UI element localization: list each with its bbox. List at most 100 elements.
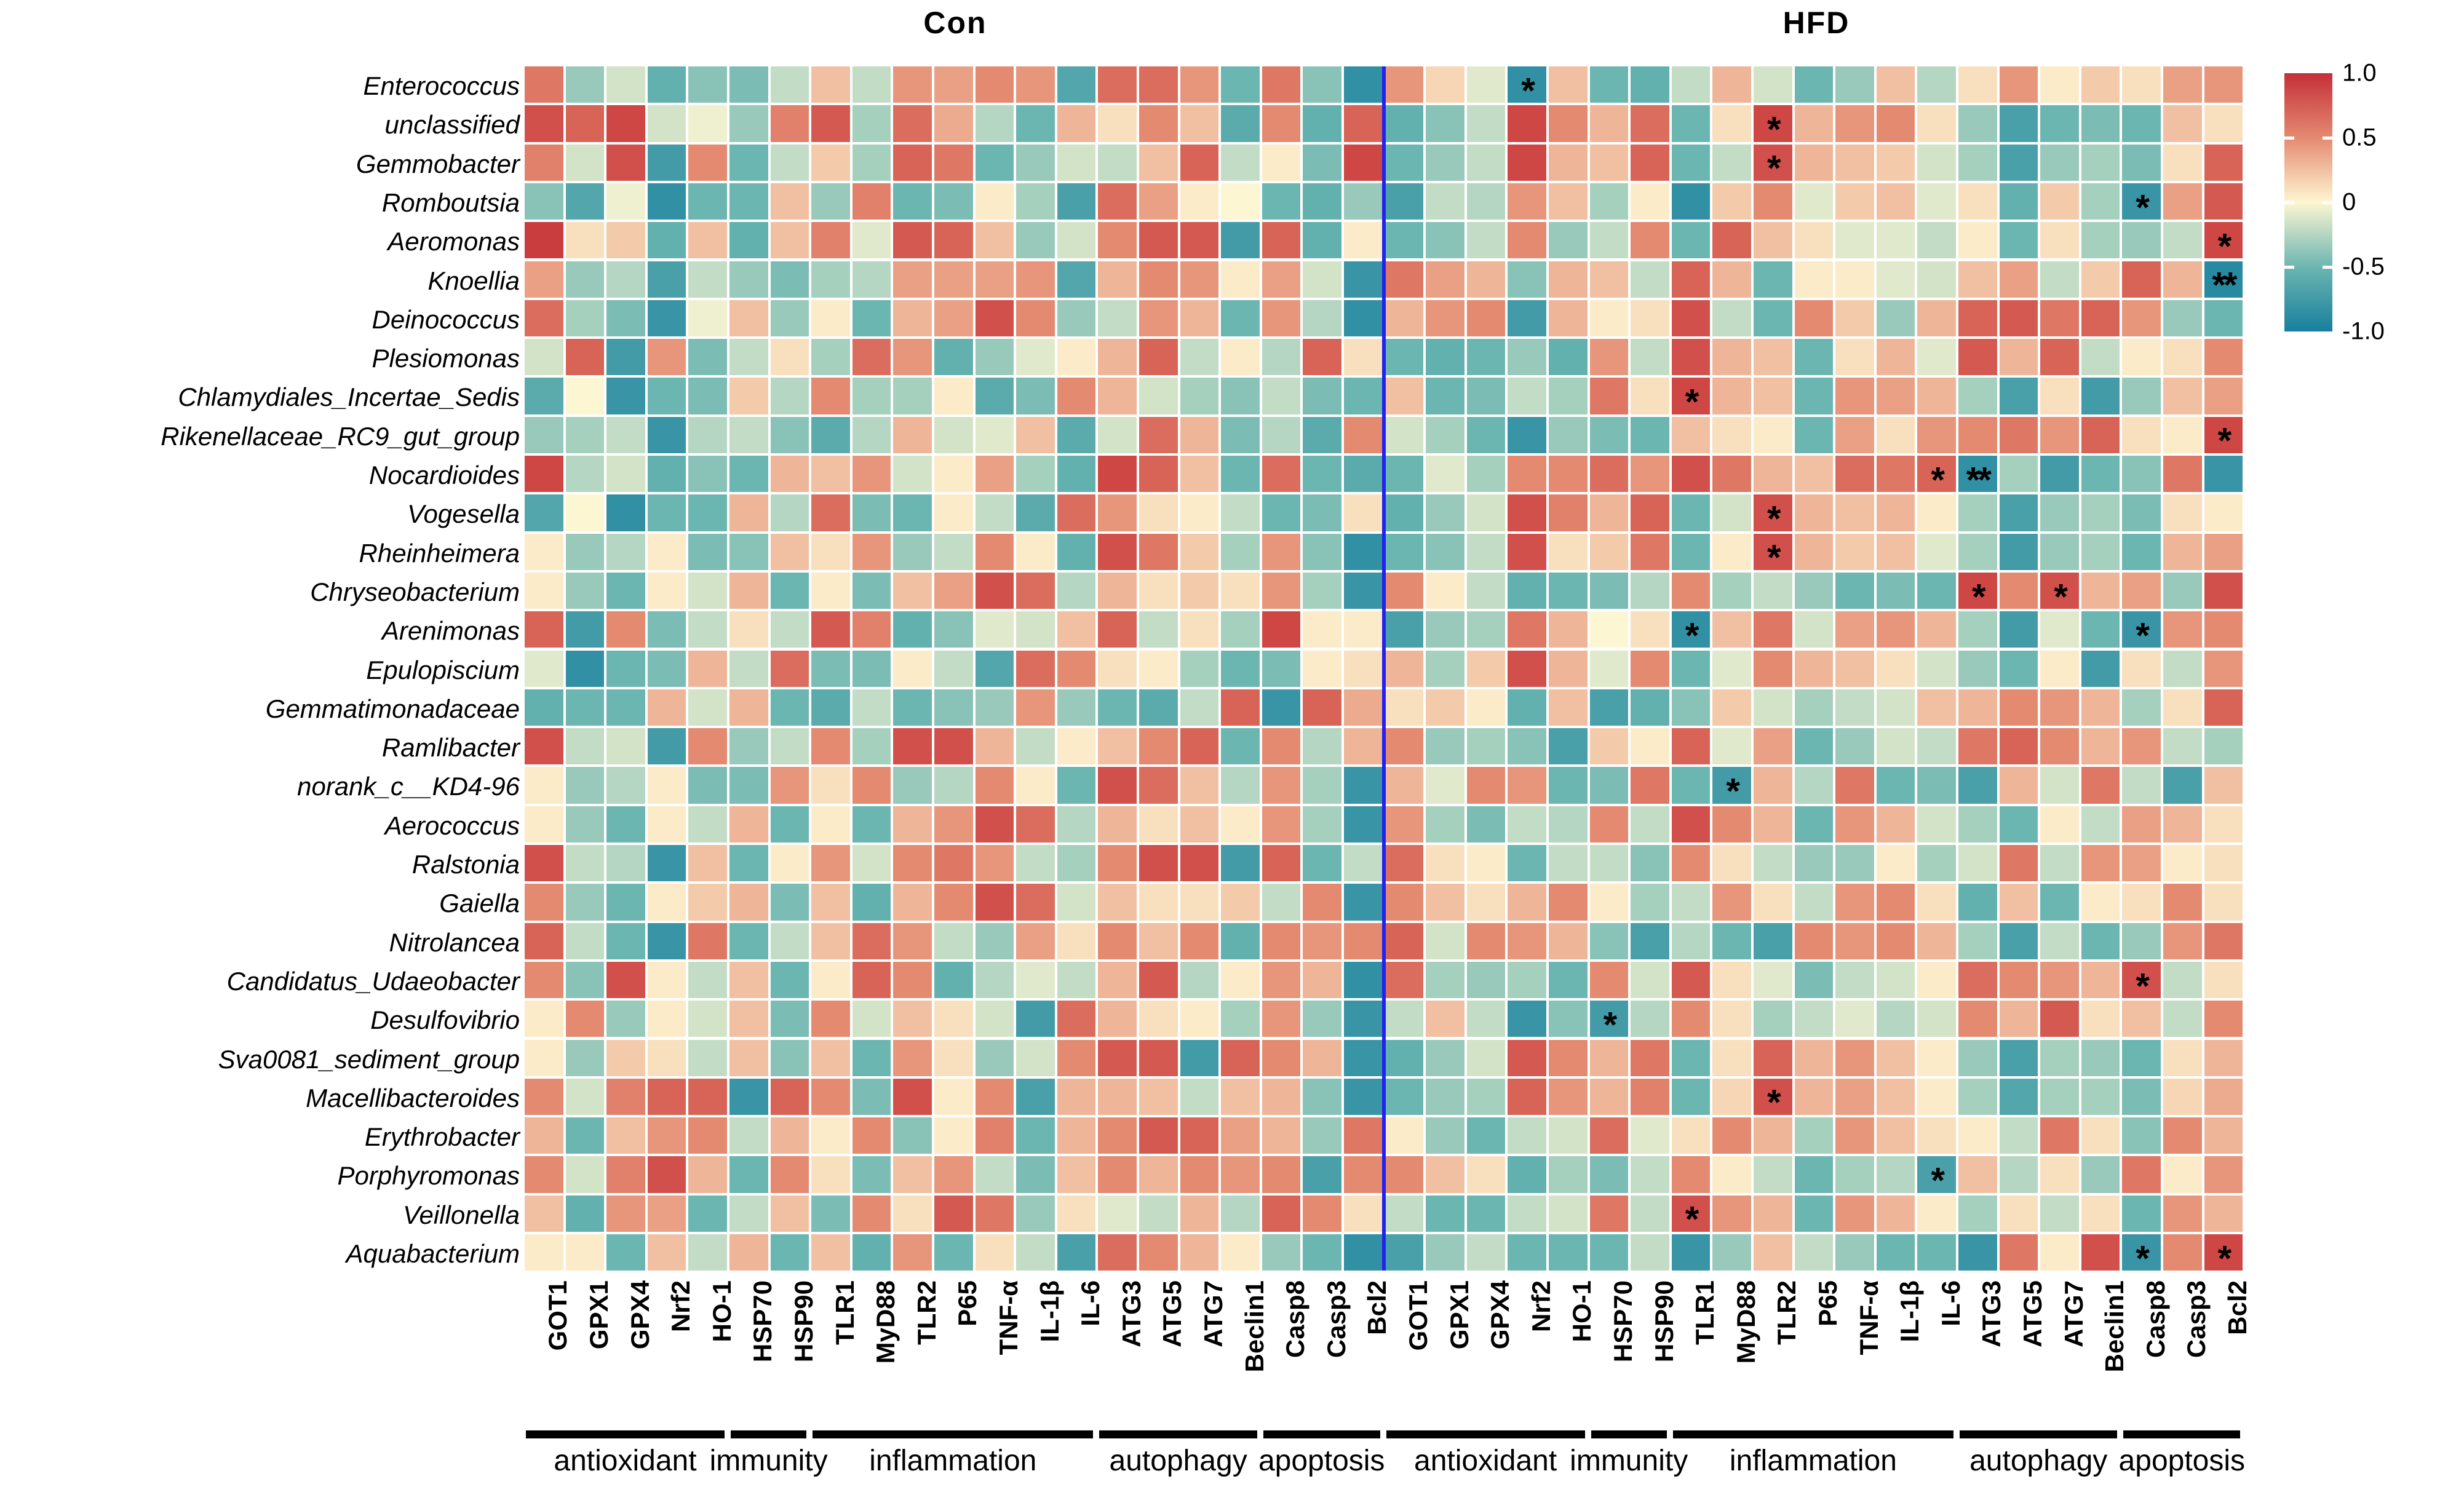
heatmap-cell: [1917, 611, 1956, 648]
heatmap-cell: [1508, 105, 1546, 142]
heatmap-cell: [1385, 1117, 1424, 1154]
heatmap-cell: [688, 806, 727, 843]
heatmap-cell: [975, 961, 1014, 999]
heatmap-cell: [1180, 806, 1219, 843]
heatmap-cell: [1631, 222, 1669, 259]
heatmap-cell: [1876, 416, 1915, 453]
colorbar: [2284, 73, 2332, 331]
heatmap-cell: [2204, 66, 2243, 103]
heatmap-cell: [2040, 650, 2079, 687]
heatmap-cell: [2040, 961, 2079, 999]
heatmap-cell: [1426, 144, 1464, 181]
heatmap-cell: [1466, 494, 1506, 531]
heatmap-cell: [525, 144, 563, 181]
heatmap-cell: [1671, 105, 1711, 142]
heatmap-cell: [647, 494, 686, 531]
heatmap-cell: [729, 884, 768, 921]
heatmap-cell: [565, 1234, 605, 1271]
heatmap-cell: [1303, 183, 1341, 220]
heatmap-cell: [1671, 650, 1711, 687]
category-label: immunity: [709, 1445, 828, 1477]
heatmap-cell: [1303, 144, 1341, 181]
heatmap-cell: [1466, 1156, 1506, 1193]
heatmap-cell: [1794, 572, 1834, 609]
heatmap-cell: [2163, 806, 2202, 843]
heatmap-cell: [1589, 611, 1629, 648]
heatmap-cell: [1466, 1078, 1506, 1116]
heatmap-cell: [1262, 961, 1301, 999]
heatmap-cell: [688, 261, 727, 298]
heatmap-cell: [729, 728, 768, 765]
category-underline: [2123, 1430, 2241, 1438]
heatmap-cell: [729, 533, 768, 570]
heatmap-cell: [1835, 884, 1874, 921]
heatmap-cell: [1835, 845, 1874, 882]
heatmap-cell: [1671, 222, 1711, 259]
heatmap-cell: [1466, 299, 1506, 337]
heatmap-cell: [1631, 1234, 1669, 1271]
row-label: Porphyromonas: [337, 1161, 520, 1191]
heatmap-cell: [1139, 689, 1178, 726]
heatmap-cell: [1794, 806, 1834, 843]
heatmap-cell: [1221, 1234, 1260, 1271]
heatmap-cell: [770, 533, 809, 570]
heatmap-cell: [1303, 611, 1341, 648]
heatmap-cell: [525, 1001, 563, 1037]
heatmap-cell: [1631, 339, 1669, 376]
heatmap-cell: [1098, 339, 1137, 376]
heatmap-cell: [2081, 494, 2120, 531]
heatmap-cell: [811, 1195, 850, 1232]
heatmap-cell: [893, 261, 932, 298]
heatmap-cell: [606, 1039, 645, 1076]
heatmap-cell: [688, 416, 727, 453]
heatmap-cell: [1180, 728, 1219, 765]
heatmap-cell: [1958, 806, 1997, 843]
heatmap-cell: [975, 1039, 1014, 1076]
heatmap-cell: [852, 416, 891, 453]
heatmap-cell: [1876, 922, 1915, 959]
heatmap-cell: [1549, 689, 1588, 726]
heatmap-cell: [2122, 1001, 2161, 1037]
heatmap-cell: [1999, 1117, 2038, 1154]
heatmap-cell: [1958, 378, 1997, 414]
heatmap-cell: [1754, 222, 1792, 259]
heatmap-cell: [1139, 1001, 1178, 1037]
heatmap-cell: [1262, 66, 1301, 103]
heatmap-cell: [1712, 66, 1751, 103]
heatmap-cell: [2204, 456, 2243, 493]
heatmap-cell: [852, 806, 891, 843]
heatmap-cell: [770, 1234, 809, 1271]
heatmap-cell: [1180, 1195, 1219, 1232]
colorbar-tick: [2323, 201, 2332, 204]
heatmap-cell: [2163, 105, 2202, 142]
heatmap-cell: [852, 845, 891, 882]
heatmap-cell: [975, 922, 1014, 959]
heatmap-cell: [688, 572, 727, 609]
category-underline: [813, 1430, 1094, 1438]
heatmap-cell: [1958, 845, 1997, 882]
heatmap-cell: [1754, 728, 1792, 765]
heatmap-cell: [647, 339, 686, 376]
heatmap-cell: [893, 884, 932, 921]
heatmap-cell: [975, 572, 1014, 609]
heatmap-cell: [975, 339, 1014, 376]
heatmap-cell: [1508, 689, 1546, 726]
heatmap-cell: [852, 1078, 891, 1116]
heatmap-cell: [1221, 806, 1260, 843]
heatmap-cell: [1958, 261, 1997, 298]
heatmap-cell: [729, 1195, 768, 1232]
heatmap-cell: [852, 183, 891, 220]
heatmap-cell: [1426, 105, 1464, 142]
heatmap-cell: [729, 650, 768, 687]
heatmap-cell: [1303, 378, 1341, 414]
heatmap-cell: [1303, 884, 1341, 921]
heatmap-cell: [1754, 845, 1792, 882]
heatmap-cell: [1016, 1156, 1055, 1193]
heatmap-cell: [1712, 728, 1751, 765]
heatmap-cell: [2040, 845, 2079, 882]
heatmap-cell: [1589, 767, 1629, 804]
row-label: Chryseobacterium: [310, 577, 520, 606]
heatmap-cell: [2163, 339, 2202, 376]
heatmap-cell: [1876, 611, 1915, 648]
heatmap-cell: [1303, 572, 1341, 609]
